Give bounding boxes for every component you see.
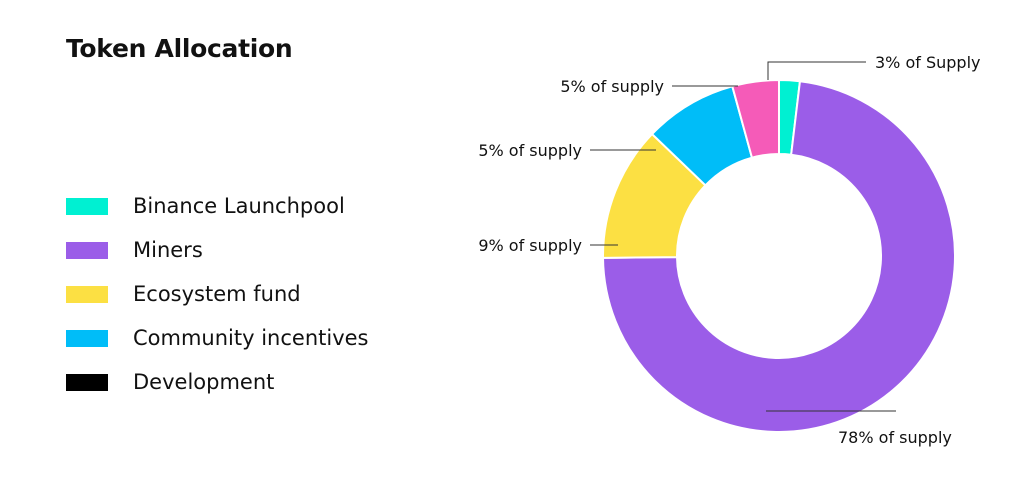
chart-legend: Binance Launchpool Miners Ecosystem fund…	[66, 184, 369, 404]
legend-label-ecosystem-fund: Ecosystem fund	[133, 282, 301, 306]
data-label-pink: 5% of supply	[560, 77, 664, 96]
legend-swatch-binance-launchpool	[66, 197, 108, 215]
data-label-community-incentives: 5% of supply	[478, 141, 582, 160]
legend-item-development: Development	[66, 360, 369, 404]
legend-item-binance-launchpool: Binance Launchpool	[66, 184, 369, 228]
legend-swatch-ecosystem-fund	[66, 285, 108, 303]
legend-item-community-incentives: Community incentives	[66, 316, 369, 360]
callout-line-binance-launchpool	[767, 61, 866, 80]
legend-label-binance-launchpool: Binance Launchpool	[133, 194, 345, 218]
legend-swatch-miners	[66, 241, 108, 259]
data-label-miners: 78% of supply	[838, 428, 952, 447]
legend-swatch-community-incentives	[66, 329, 108, 347]
legend-item-ecosystem-fund: Ecosystem fund	[66, 272, 369, 316]
data-label-ecosystem-fund: 9% of supply	[478, 236, 582, 255]
chart-title: Token Allocation	[66, 34, 293, 63]
slice-miners	[601, 80, 956, 433]
slice-pink	[731, 78, 780, 159]
legend-label-development: Development	[133, 370, 275, 394]
legend-item-miners: Miners	[66, 228, 369, 272]
legend-label-community-incentives: Community incentives	[133, 326, 369, 350]
legend-swatch-development	[66, 373, 108, 391]
legend-label-miners: Miners	[133, 238, 203, 262]
data-label-binance-launchpool: 3% of Supply	[875, 53, 981, 72]
